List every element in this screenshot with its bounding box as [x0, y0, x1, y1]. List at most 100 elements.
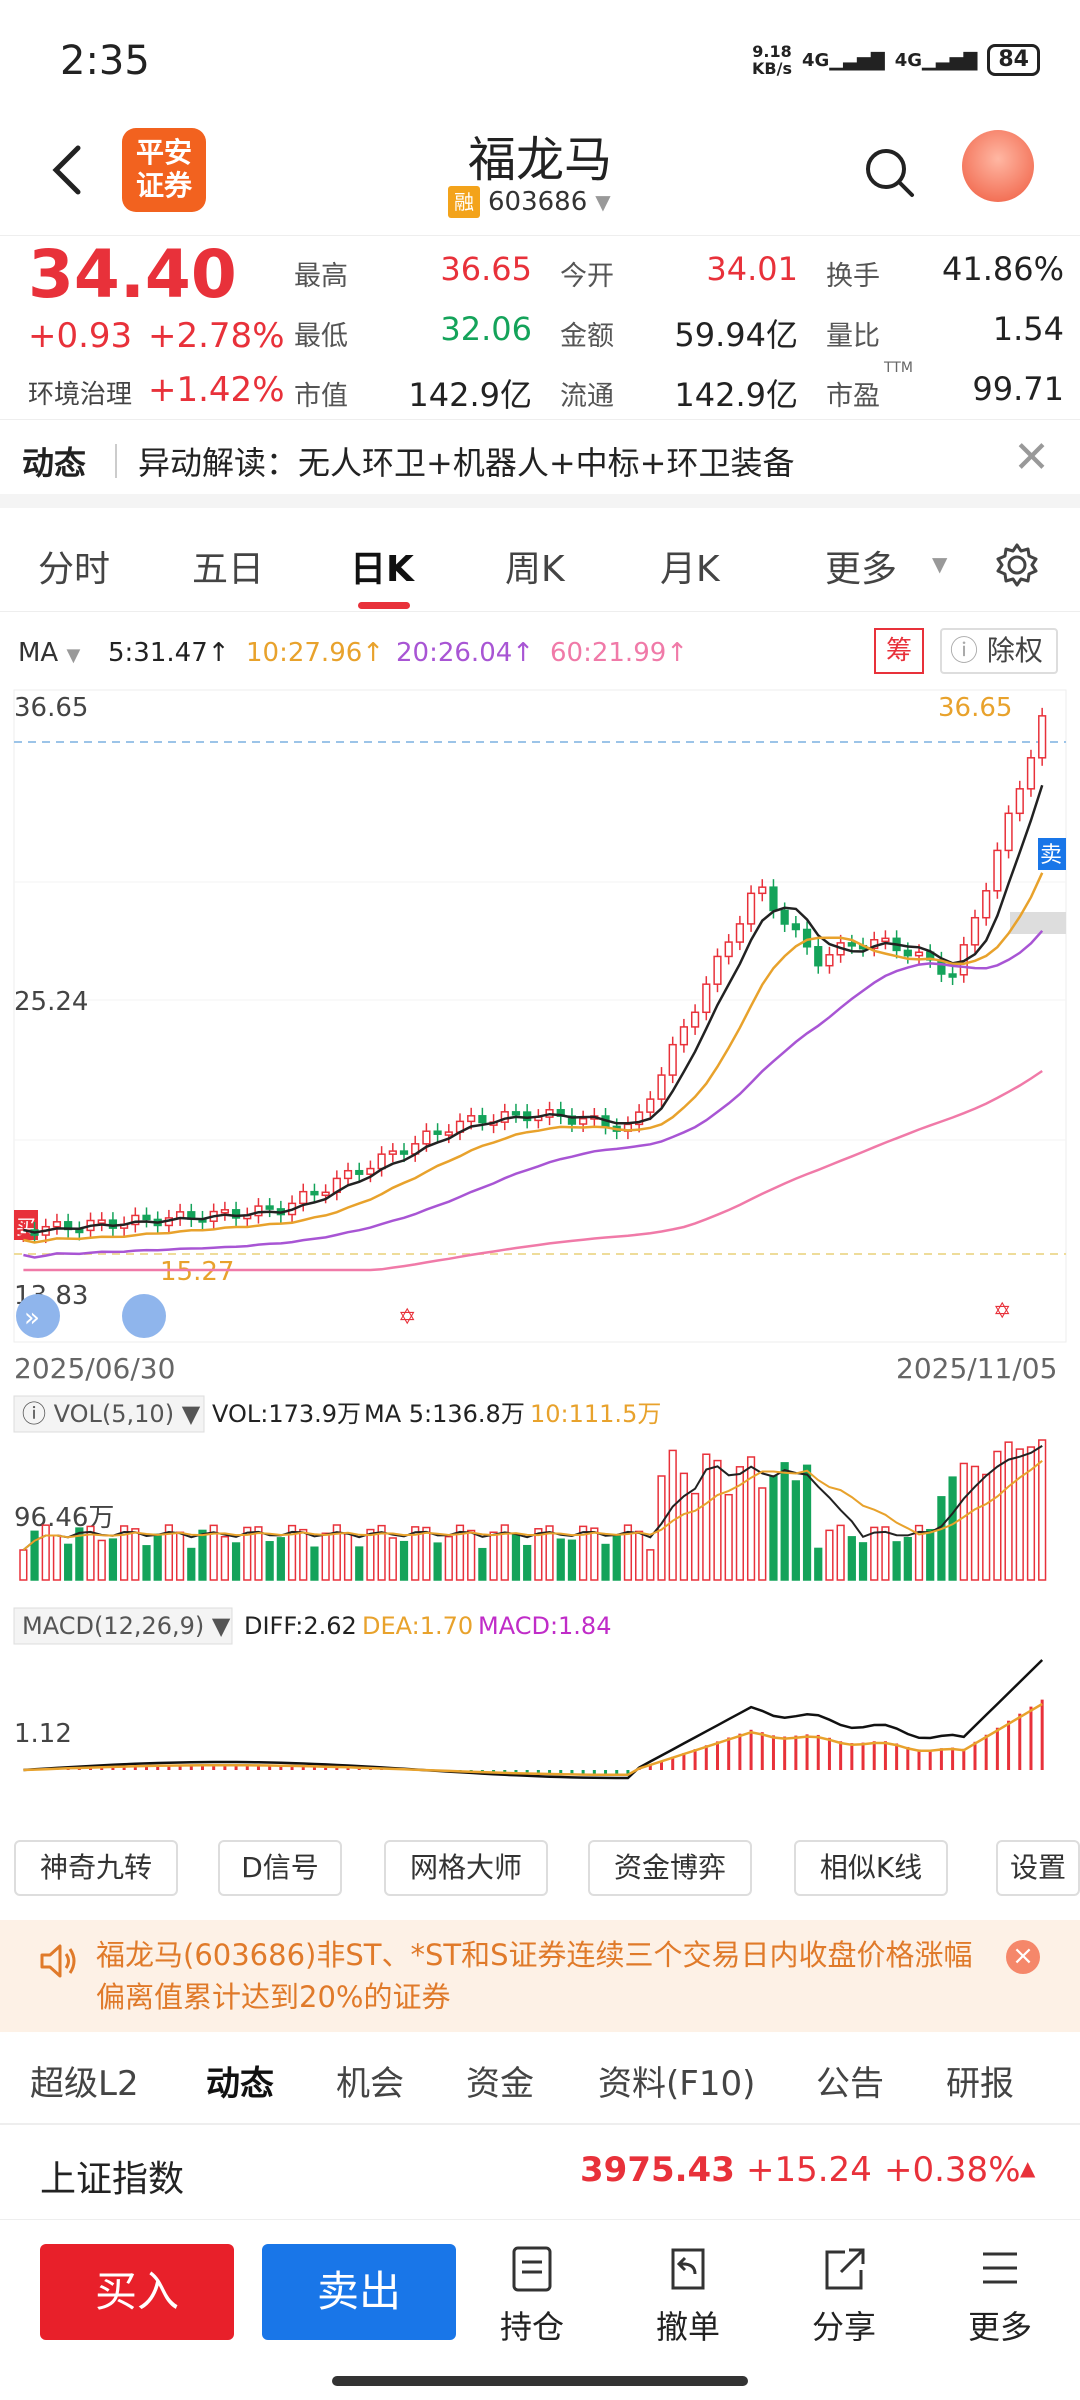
magic-nine-button[interactable]: 神奇九转 — [14, 1840, 178, 1896]
tab-daily-k[interactable]: 日K — [350, 549, 414, 590]
vol-indicator-selector[interactable] — [13, 1395, 205, 1433]
tab-more[interactable]: 更多 — [825, 549, 898, 590]
tab-super-l2[interactable]: 超级L2 — [30, 2064, 139, 2104]
info-tabs: 超级L2 动态 机会 资金 资料(F10) 公告 研报 — [0, 2050, 1080, 2125]
sell-button[interactable]: 卖出 — [262, 2244, 456, 2340]
kline-chart[interactable]: 36.65 25.24 13.83 36.65 15.27 买 卖 » ✡ ✡ … — [0, 670, 1080, 1830]
search-icon[interactable] — [862, 145, 918, 201]
min-price-marker: 15.27 — [160, 1257, 234, 1287]
capital-game-button[interactable]: 资金博弈 — [588, 1840, 752, 1896]
close-icon[interactable]: ✕ — [1013, 432, 1050, 483]
close-icon[interactable]: × — [1006, 1940, 1040, 1974]
cancel-order-button[interactable]: 撤单 — [628, 2246, 748, 2348]
volume-bar — [814, 1547, 823, 1581]
candles-group — [19, 707, 1047, 1244]
candle-body — [321, 1191, 330, 1197]
volume-bar — [265, 1541, 274, 1581]
ma-line — [23, 1069, 1043, 1272]
candle-body — [377, 1153, 386, 1170]
tab-capital[interactable]: 资金 — [466, 2064, 534, 2104]
candle-body — [52, 1221, 62, 1228]
news-strip[interactable]: 动态 异动解读：无人环卫+机器人+中标+环卫装备 ✕ — [0, 420, 1080, 508]
volume-bar — [209, 1524, 218, 1581]
ma-line — [23, 784, 1044, 1234]
tab-announcements[interactable]: 公告 — [816, 2064, 884, 2104]
volume-ratio-label: 量比 — [826, 321, 880, 352]
price-change: +0.93 — [28, 316, 133, 356]
date-start: 2025/06/30 — [14, 1352, 175, 1385]
volume-bar — [276, 1537, 285, 1581]
candle-body — [97, 1219, 106, 1224]
volume-bar — [791, 1480, 800, 1581]
volume-bar — [836, 1524, 845, 1581]
volume-bar — [802, 1464, 812, 1581]
ma-label[interactable]: MA ▼ — [18, 638, 81, 668]
back-arrow-icon[interactable] — [40, 140, 100, 200]
volume-bar — [545, 1525, 554, 1581]
volume-ratio-value: 1.54 — [992, 310, 1064, 348]
macd-value: MACD:1.84 — [478, 1612, 611, 1640]
candle-body — [299, 1190, 308, 1205]
buy-button[interactable]: 买入 — [40, 2244, 234, 2340]
similar-kline-button[interactable]: 相似K线 — [794, 1840, 948, 1896]
chips-button[interactable]: 筹 — [874, 628, 924, 674]
more-button[interactable]: 更多 — [940, 2246, 1060, 2348]
tab-monthly-k[interactable]: 月K — [660, 549, 720, 590]
volume-bar — [635, 1530, 644, 1581]
volume-bar — [52, 1534, 62, 1581]
tab-five-day[interactable]: 五日 — [192, 549, 265, 590]
candle-body — [914, 951, 924, 957]
tab-news[interactable]: 动态 — [206, 2064, 274, 2104]
volume-bar — [914, 1524, 924, 1581]
volume-bar — [534, 1528, 543, 1581]
ma-lines-group — [23, 784, 1044, 1272]
home-indicator — [332, 2376, 748, 2386]
expand-icon-glyph: » — [24, 1303, 40, 1333]
speaker-icon — [40, 1944, 76, 1978]
tab-opportunity[interactable]: 机会 — [336, 2064, 404, 2104]
pe-value: 99.71 — [972, 370, 1064, 408]
candle-body — [579, 1117, 588, 1125]
industry-name[interactable]: 环境治理 — [28, 380, 133, 410]
expand-icon[interactable] — [16, 1294, 60, 1338]
stock-code-selector[interactable]: 融 603686 ▼ — [448, 186, 611, 218]
volume-bar — [646, 1549, 655, 1581]
volume-bar — [668, 1449, 677, 1581]
ma-line — [23, 929, 1044, 1259]
assistant-avatar[interactable] — [962, 130, 1034, 202]
volume-bar — [243, 1526, 252, 1581]
d-signal-button[interactable]: D信号 — [218, 1840, 342, 1896]
tab-intraday[interactable]: 分时 — [38, 549, 111, 590]
candle-body — [343, 1169, 353, 1180]
tab-weekly-k[interactable]: 周K — [505, 549, 565, 590]
volume-bar — [366, 1528, 375, 1581]
grid-master-button[interactable]: 网格大师 — [384, 1840, 548, 1896]
share-button[interactable]: 分享 — [784, 2246, 904, 2348]
settings-gear-icon[interactable] — [994, 542, 1040, 588]
news-text[interactable]: 异动解读：无人环卫+机器人+中标+环卫装备 — [138, 444, 795, 482]
positions-button[interactable]: 持仓 — [472, 2246, 592, 2348]
share-label: 分享 — [811, 2308, 876, 2346]
candle-body — [679, 1026, 689, 1046]
turnover-value: 41.86% — [941, 250, 1064, 288]
macd-diff-line — [23, 1659, 1044, 1780]
macd-diff: DIFF:2.62 — [244, 1612, 357, 1640]
fullscreen-icon[interactable] — [122, 1294, 166, 1338]
candle-body — [1026, 757, 1036, 790]
ex-rights-button[interactable]: ⓘ 除权 — [940, 628, 1058, 674]
abnormal-move-alert[interactable]: 福龙马(603686)非ST、*ST和S证券连续三个交易日内收盘价格涨幅偏离值累… — [0, 1920, 1080, 2032]
candle-body — [668, 1043, 677, 1076]
tab-f10[interactable]: 资料(F10) — [598, 2064, 756, 2104]
market-index-row[interactable]: 上证指数 3975.43 +15.24 +0.38% ▲ — [0, 2128, 1080, 2220]
candle-body — [467, 1115, 476, 1123]
settings-button[interactable]: 设置 — [996, 1840, 1080, 1896]
tab-research[interactable]: 研报 — [946, 2064, 1014, 2104]
document-icon — [512, 2246, 552, 2292]
macd-indicator-selector[interactable] — [13, 1607, 233, 1645]
volume-bar — [142, 1545, 151, 1581]
candle-body — [1004, 812, 1013, 852]
candle-body — [220, 1209, 229, 1214]
volume-bar — [321, 1532, 330, 1581]
index-change-pct: +0.38% — [884, 2150, 1021, 2190]
volume-bar — [881, 1526, 890, 1581]
